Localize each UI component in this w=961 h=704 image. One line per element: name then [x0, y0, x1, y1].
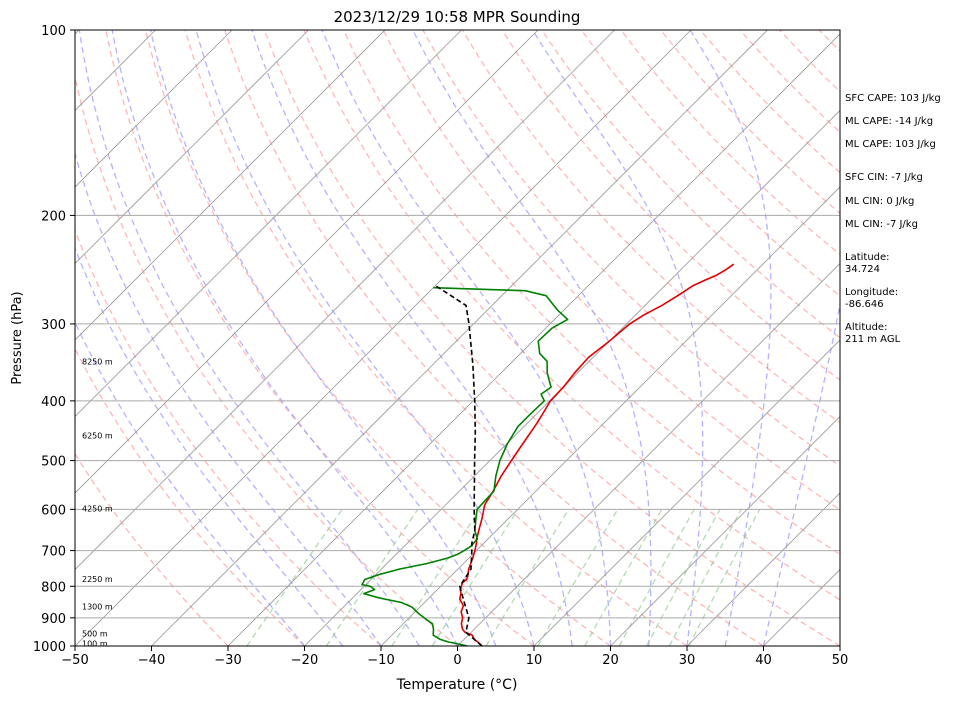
longitude-text: Longitude: -86.646 — [845, 287, 898, 311]
height-label: 6250 m — [82, 431, 113, 440]
sfc-cape-text: SFC CAPE: 103 J/kg — [845, 93, 941, 105]
y-axis-label: Pressure (hPa) — [10, 291, 25, 384]
x-tick-label: −10 — [367, 653, 394, 668]
y-tick-label: 900 — [41, 612, 66, 627]
x-tick-label: −20 — [291, 653, 318, 668]
x-tick-label: 50 — [832, 653, 849, 668]
y-tick-label: 100 — [41, 24, 66, 39]
chart-title: 2023/12/29 10:58 MPR Sounding — [334, 8, 581, 26]
y-tick-label: 1000 — [33, 640, 66, 655]
x-tick-label: −50 — [61, 653, 88, 668]
isotherm — [0, 30, 3, 646]
y-tick-label: 400 — [41, 395, 66, 410]
height-label: 2250 m — [82, 575, 113, 584]
x-tick-label: 0 — [453, 653, 461, 668]
ml-cape-text: ML CAPE: -14 J/kg — [845, 116, 933, 128]
x-tick-label: 40 — [755, 653, 772, 668]
height-label: 8250 m — [82, 357, 113, 366]
ml-cin-text-2: ML CIN: -7 J/kg — [845, 219, 918, 231]
altitude-text: Altitude: 211 m AGL — [845, 322, 900, 346]
x-axis-label: Temperature (°C) — [396, 677, 518, 693]
ml-cin-text: ML CIN: 0 J/kg — [845, 196, 914, 208]
height-label: 100 m — [82, 639, 108, 648]
sfc-cin-text: SFC CIN: -7 J/kg — [845, 172, 923, 184]
height-label: 4250 m — [82, 504, 113, 513]
x-tick-label: −40 — [138, 653, 165, 668]
latitude-text: Latitude: 34.724 — [845, 252, 890, 276]
x-tick-label: 30 — [679, 653, 696, 668]
x-tick-label: 10 — [526, 653, 543, 668]
height-label: 1300 m — [82, 602, 113, 611]
y-tick-label: 300 — [41, 318, 66, 333]
y-tick-label: 500 — [41, 455, 66, 470]
y-tick-label: 800 — [41, 580, 66, 595]
y-tick-label: 200 — [41, 209, 66, 224]
y-tick-label: 600 — [41, 503, 66, 518]
x-tick-label: 20 — [602, 653, 619, 668]
height-label: 500 m — [82, 630, 108, 639]
ml-cape-text-2: ML CAPE: 103 J/kg — [845, 139, 936, 151]
x-tick-label: −30 — [214, 653, 241, 668]
y-tick-label: 700 — [41, 545, 66, 560]
